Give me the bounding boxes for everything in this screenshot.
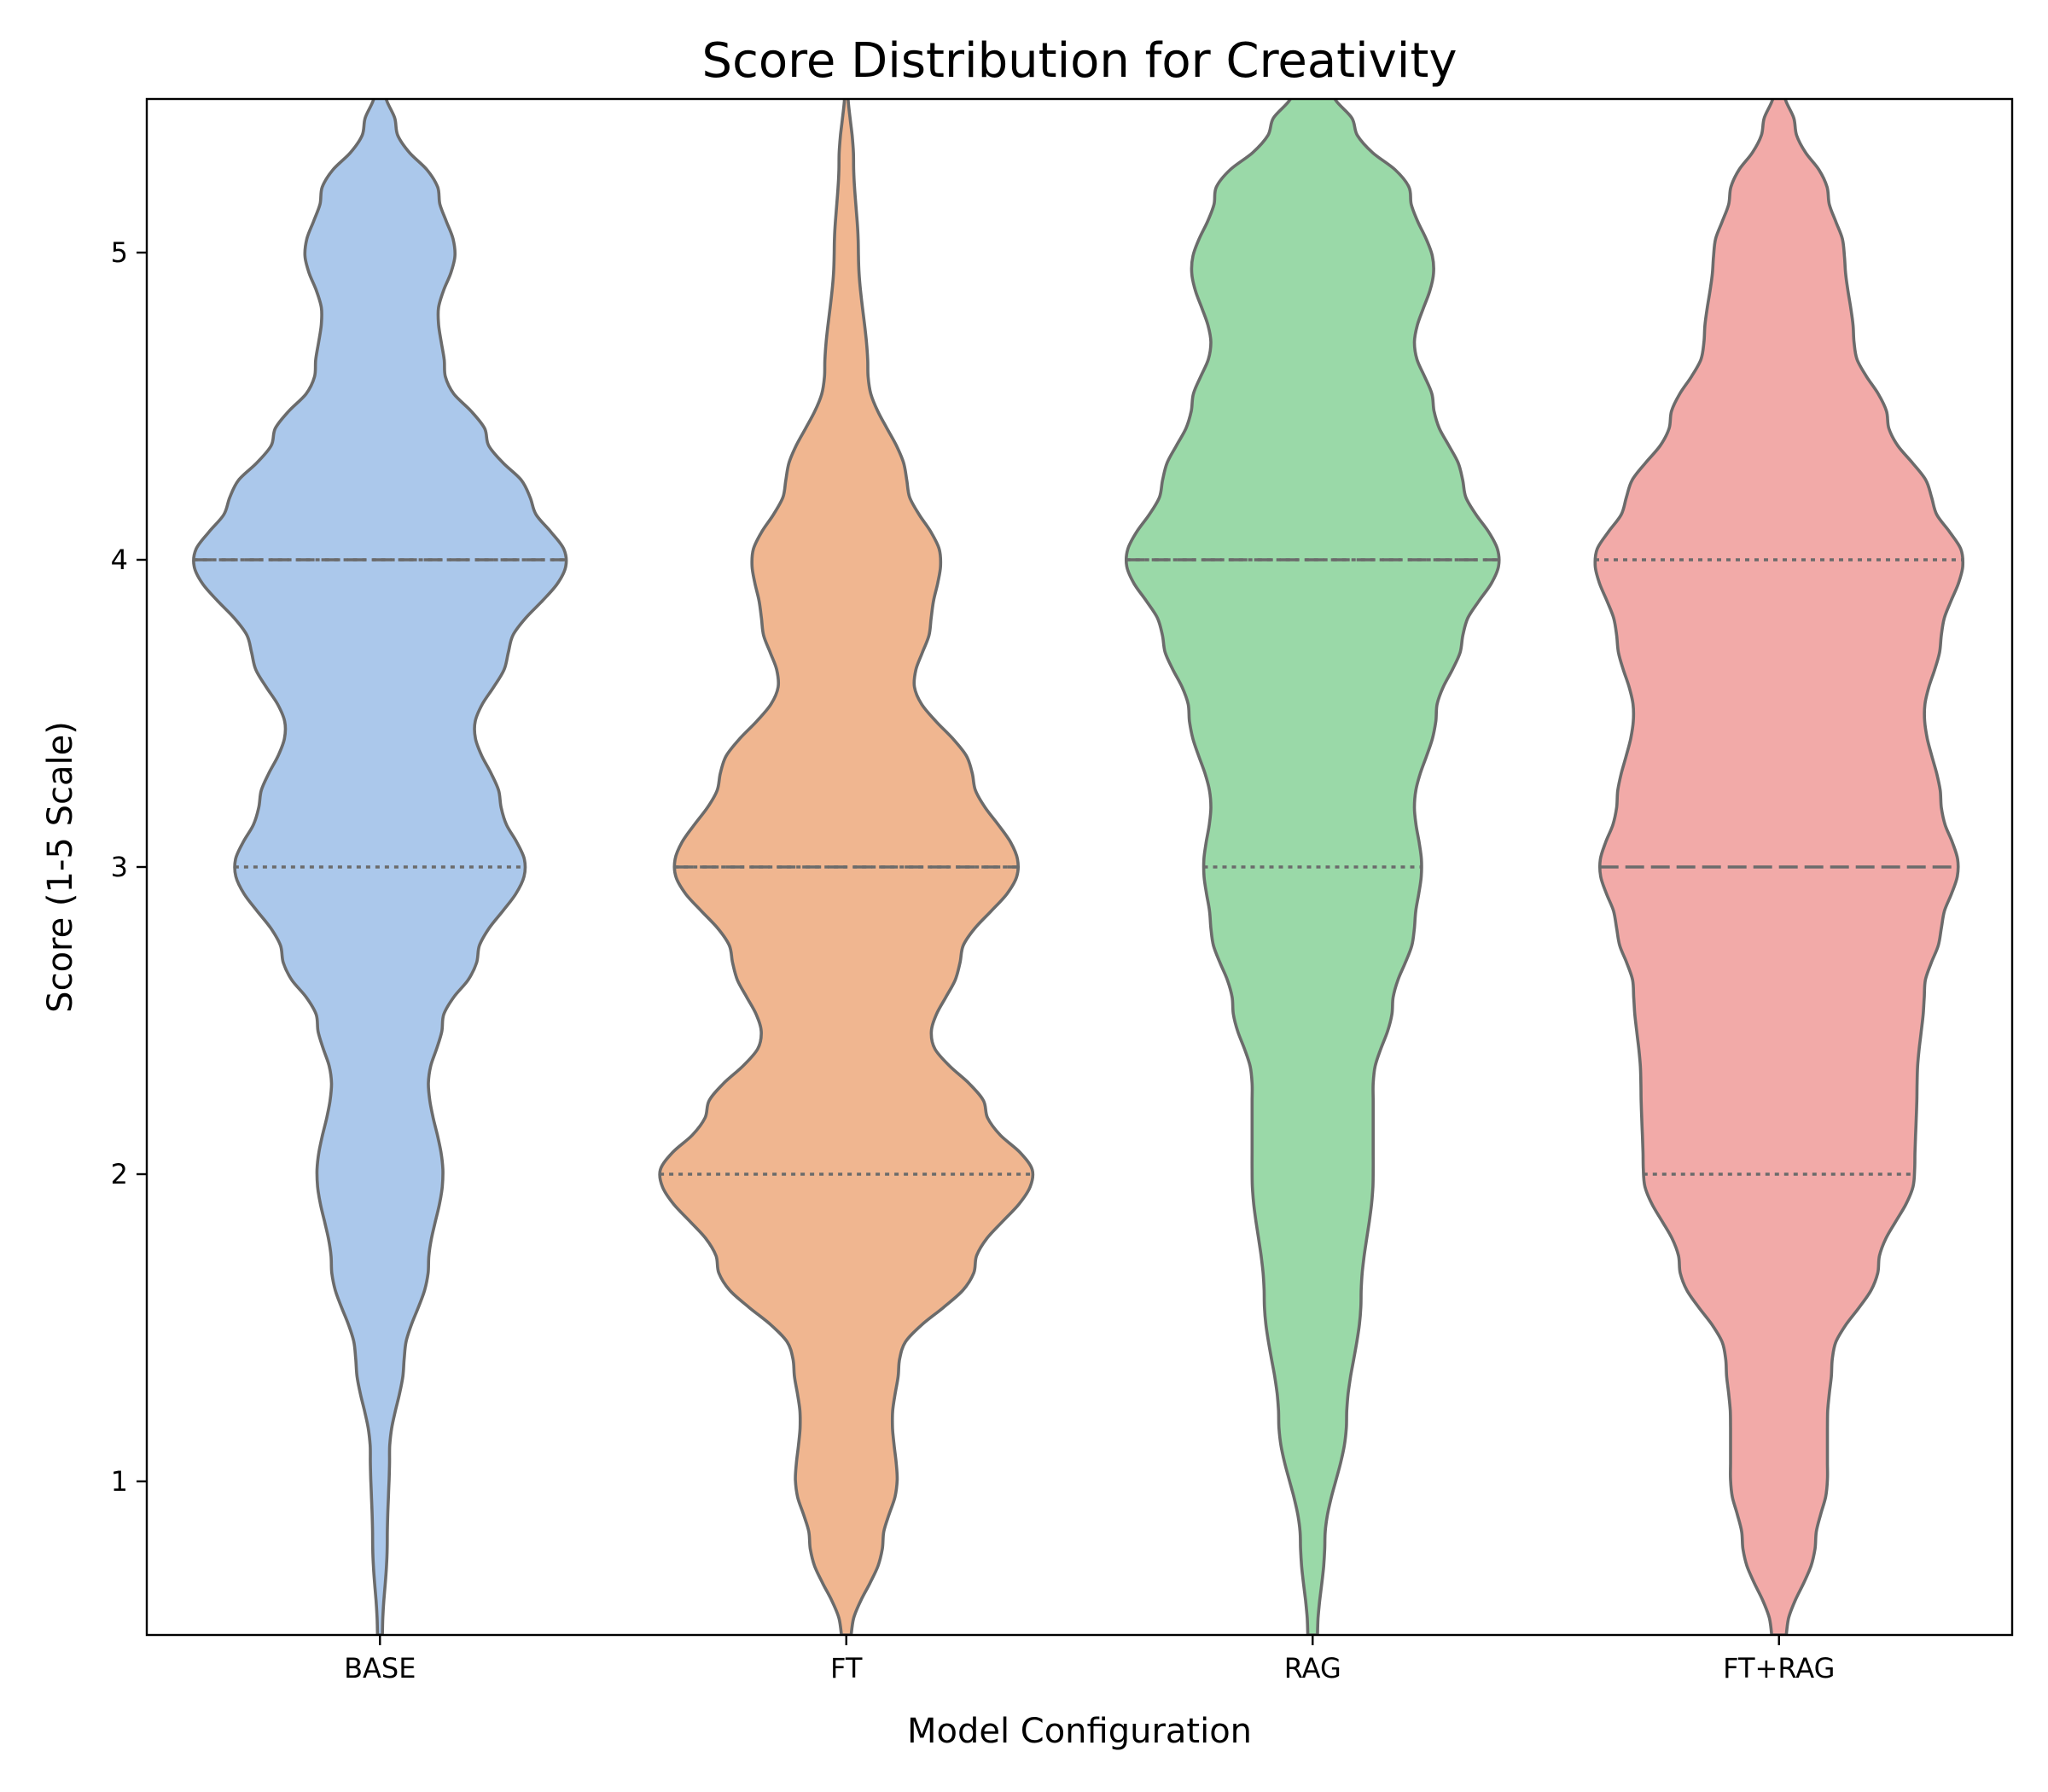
violin-base (192, 99, 568, 1635)
y-axis-label: Score (1-5 Scale) (41, 721, 80, 1013)
y-tick-label: 2 (111, 1158, 128, 1190)
violin-rag (1124, 99, 1501, 1635)
x-tick-label: RAG (1284, 1652, 1341, 1684)
violin-ft (658, 99, 1035, 1635)
violin-ft-rag (1593, 99, 1965, 1635)
y-tick-label: 5 (111, 236, 128, 269)
violins-group (192, 99, 1965, 1635)
y-tick-label: 3 (111, 851, 128, 883)
y-axis: 1 2 3 4 5 (111, 236, 147, 1498)
y-tick-label: 4 (111, 544, 128, 576)
x-tick-label: BASE (344, 1652, 416, 1684)
x-axis-label: Model Configuration (907, 1712, 1252, 1751)
x-tick-label: FT+RAG (1723, 1652, 1835, 1684)
y-tick-label: 1 (111, 1465, 128, 1498)
chart-title: Score Distribution for Creativity (702, 33, 1457, 89)
x-tick-label: FT (830, 1652, 863, 1684)
x-axis: BASE FT RAG FT+RAG (344, 1635, 1835, 1684)
